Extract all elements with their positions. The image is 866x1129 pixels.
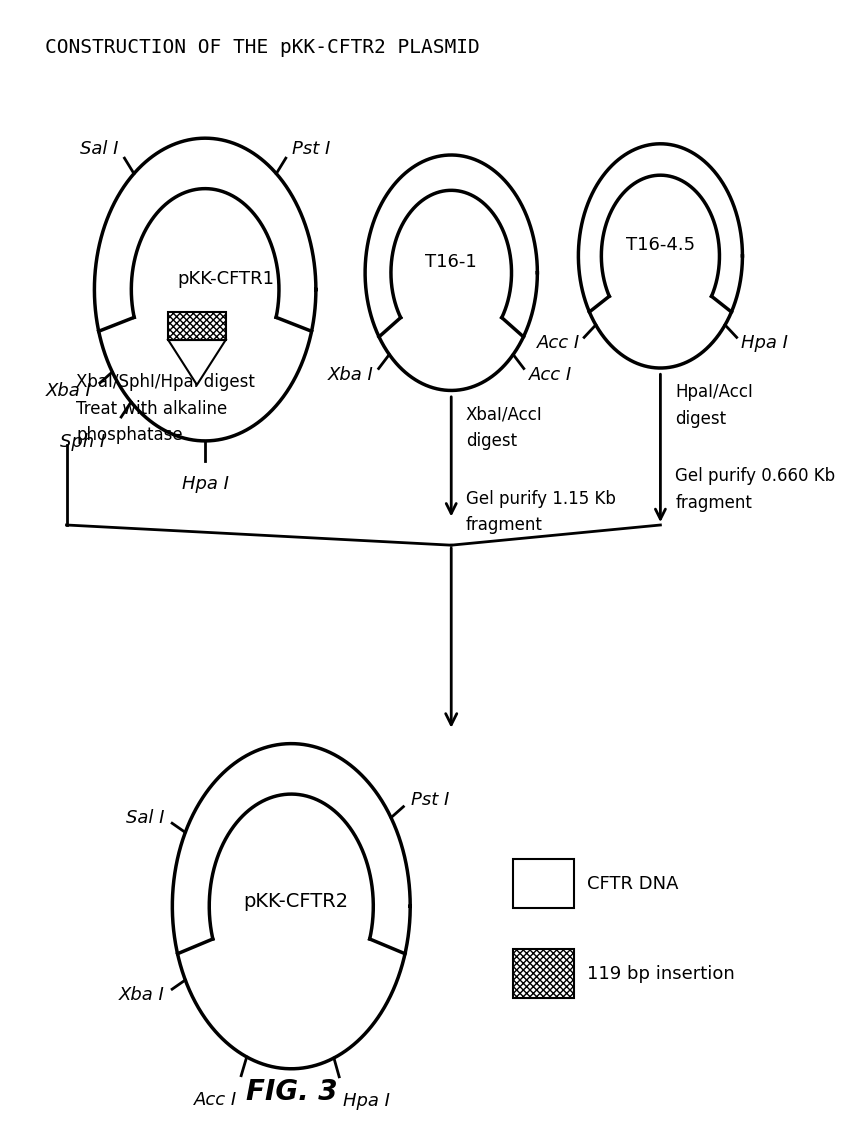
Text: Xba I: Xba I xyxy=(119,986,164,1004)
Polygon shape xyxy=(168,340,225,385)
Text: Hpa I: Hpa I xyxy=(182,474,229,492)
Text: Xba I: Xba I xyxy=(46,382,92,400)
Text: Gel purify 1.15 Kb
fragment: Gel purify 1.15 Kb fragment xyxy=(466,490,616,534)
Text: XbaI/AccI
digest: XbaI/AccI digest xyxy=(466,405,542,450)
Text: HpaI/AccI
digest: HpaI/AccI digest xyxy=(675,383,753,428)
Text: Acc I: Acc I xyxy=(536,333,579,351)
Bar xyxy=(168,313,225,340)
Text: XbaI/SphI/HpaI digest
Treat with alkaline
phosphatase: XbaI/SphI/HpaI digest Treat with alkalin… xyxy=(76,374,255,444)
Text: Sal I: Sal I xyxy=(80,140,119,158)
Text: Sal I: Sal I xyxy=(126,808,164,826)
Bar xyxy=(513,948,574,998)
Text: T16-1: T16-1 xyxy=(425,253,477,271)
Text: Xba I: Xba I xyxy=(328,366,373,384)
Text: Sph I: Sph I xyxy=(60,432,105,450)
Text: CFTR DNA: CFTR DNA xyxy=(586,875,678,893)
Text: Hpa I: Hpa I xyxy=(740,333,787,351)
Text: Pst I: Pst I xyxy=(292,140,330,158)
Text: T16-4.5: T16-4.5 xyxy=(625,236,695,254)
Text: Acc I: Acc I xyxy=(528,366,572,384)
Text: pKK-CFTR1: pKK-CFTR1 xyxy=(177,270,274,288)
Text: FIG. 3: FIG. 3 xyxy=(245,1077,337,1105)
Text: Hpa I: Hpa I xyxy=(343,1092,390,1110)
Text: Acc I: Acc I xyxy=(194,1091,236,1108)
Text: Pst I: Pst I xyxy=(410,791,449,809)
Text: 119 bp insertion: 119 bp insertion xyxy=(586,964,734,982)
Text: CONSTRUCTION OF THE pKK-CFTR2 PLASMID: CONSTRUCTION OF THE pKK-CFTR2 PLASMID xyxy=(45,37,480,56)
Text: pKK-CFTR2: pKK-CFTR2 xyxy=(242,891,348,910)
Bar xyxy=(513,859,574,909)
Text: Gel purify 0.660 Kb
fragment: Gel purify 0.660 Kb fragment xyxy=(675,467,835,511)
